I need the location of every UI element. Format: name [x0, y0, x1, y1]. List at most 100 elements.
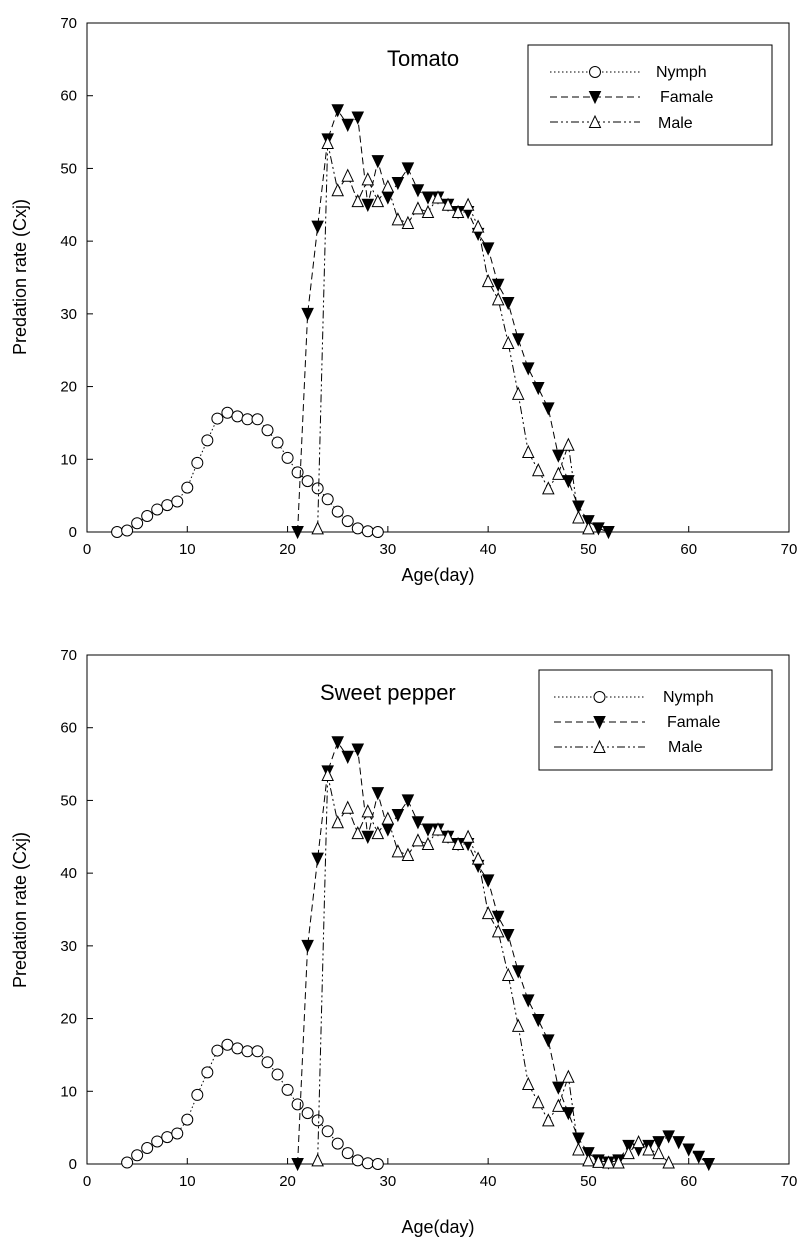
- y-tick-label: 0: [69, 524, 77, 541]
- legend: Nymph Famale Male: [527, 44, 773, 146]
- data-point-famale: [562, 1107, 575, 1121]
- data-point-nymph: [161, 1131, 174, 1144]
- data-point-male: [542, 1113, 555, 1127]
- data-point-male: [411, 833, 425, 847]
- data-point-male: [361, 172, 375, 186]
- data-point-male: [451, 204, 465, 219]
- legend-marker-nymph: [593, 691, 606, 703]
- data-point-male: [481, 905, 495, 920]
- x-tick-label: 60: [680, 1173, 697, 1190]
- data-point-male: [582, 521, 595, 535]
- data-point-male: [521, 444, 535, 459]
- data-point-male: [401, 847, 415, 861]
- data-point-famale: [371, 155, 385, 169]
- data-point-male: [531, 1095, 545, 1109]
- x-tick-label: 0: [83, 1173, 91, 1190]
- data-point-famale: [361, 830, 375, 844]
- data-point-male: [572, 1142, 585, 1156]
- data-point-male: [441, 197, 455, 211]
- data-point-nymph: [191, 456, 204, 469]
- data-point-male: [461, 829, 475, 843]
- data-point-famale: [291, 526, 304, 540]
- y-tick-label: 40: [60, 233, 77, 250]
- data-point-nymph: [281, 1083, 294, 1096]
- legend-box: [538, 669, 773, 771]
- data-point-nymph: [291, 466, 304, 479]
- data-point-nymph: [121, 524, 134, 537]
- x-tick-label: 50: [580, 541, 597, 558]
- data-point-male: [371, 193, 385, 208]
- data-point-famale: [682, 1143, 696, 1157]
- chart-panel-sweet-pepper: Sweet pepper Age(day) Predation rate (Cx…: [10, 647, 797, 1237]
- data-point-nymph: [351, 1154, 364, 1167]
- data-point-male: [431, 190, 445, 204]
- data-point-nymph: [231, 410, 244, 423]
- data-point-nymph: [221, 406, 234, 419]
- data-point-male: [391, 212, 405, 226]
- data-point-nymph: [241, 413, 254, 426]
- series-layer: [121, 736, 716, 1172]
- data-point-male: [592, 1154, 605, 1168]
- data-point-famale: [361, 198, 375, 212]
- data-point-male: [371, 825, 385, 840]
- legend-box: [527, 44, 773, 146]
- legend-label-nymph: Nymph: [663, 689, 714, 706]
- data-point-famale: [291, 1158, 304, 1172]
- data-point-famale: [602, 526, 615, 540]
- y-tick-label: 10: [60, 451, 77, 468]
- data-point-famale: [391, 808, 405, 823]
- data-point-nymph: [171, 495, 184, 508]
- x-axis-title: Age(day): [401, 1217, 474, 1237]
- y-tick-label: 70: [60, 647, 77, 664]
- data-point-male: [471, 851, 485, 865]
- data-point-nymph: [371, 526, 384, 538]
- data-point-nymph: [251, 413, 264, 426]
- y-tick-label: 30: [60, 938, 77, 955]
- data-point-nymph: [221, 1038, 234, 1051]
- data-point-famale: [501, 296, 515, 311]
- data-point-male: [361, 804, 375, 818]
- data-point-male: [562, 1069, 575, 1083]
- plot-frame: [86, 22, 790, 533]
- data-point-nymph: [331, 1137, 344, 1150]
- data-point-nymph: [121, 1156, 134, 1169]
- data-point-male: [421, 204, 435, 219]
- data-point-male: [552, 466, 565, 480]
- data-point-nymph: [261, 424, 274, 437]
- data-point-male: [481, 273, 495, 288]
- data-point-famale: [542, 402, 555, 416]
- data-point-nymph: [161, 499, 174, 512]
- data-point-nymph: [351, 522, 364, 535]
- data-point-nymph: [201, 1066, 214, 1079]
- data-point-famale: [481, 874, 495, 888]
- x-tick-label: 70: [781, 541, 798, 558]
- data-point-male: [341, 168, 355, 182]
- plot-frame: [86, 654, 790, 1165]
- data-point-famale: [652, 1136, 665, 1150]
- data-point-famale: [311, 220, 324, 234]
- data-point-famale: [341, 750, 355, 764]
- data-point-male: [381, 179, 395, 193]
- data-point-nymph: [361, 525, 374, 538]
- data-point-male: [531, 463, 545, 477]
- legend-samples: [550, 66, 640, 128]
- data-point-nymph: [151, 503, 164, 516]
- data-point-male: [511, 1018, 525, 1032]
- chart-panel-tomato: Tomato Age(day) Predation rate (Cxj) 0 10…: [10, 15, 797, 585]
- data-point-nymph: [261, 1056, 274, 1069]
- data-point-famale: [511, 333, 525, 347]
- data-point-male: [441, 829, 455, 843]
- data-point-male: [602, 1155, 615, 1169]
- data-point-famale: [572, 1132, 585, 1146]
- data-point-nymph: [331, 505, 344, 518]
- data-point-male: [321, 767, 334, 781]
- data-point-male: [491, 292, 505, 306]
- legend-label-famale: Famale: [667, 714, 720, 731]
- y-tick-label: 20: [60, 379, 77, 396]
- x-tick-label: 10: [179, 541, 196, 558]
- data-point-nymph: [271, 1068, 284, 1081]
- data-point-famale: [692, 1150, 706, 1164]
- data-point-male: [562, 437, 575, 451]
- series-nymph: [121, 1038, 384, 1170]
